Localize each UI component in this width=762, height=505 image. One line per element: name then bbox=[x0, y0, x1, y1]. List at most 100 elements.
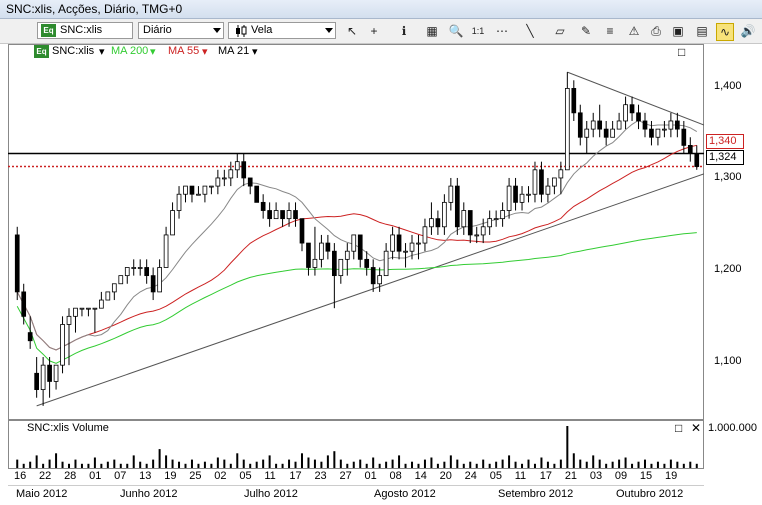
layout-icon[interactable]: ▣ bbox=[672, 24, 684, 38]
volume-bar bbox=[378, 463, 381, 468]
ma55-line bbox=[16, 144, 697, 351]
volume-panel-label: SNC:xlis Volume bbox=[27, 422, 109, 434]
cursor-arrow-icon[interactable]: ↖ bbox=[346, 24, 358, 38]
volume-bar bbox=[171, 459, 174, 468]
maximize-panel-icon[interactable]: □ bbox=[675, 421, 683, 435]
legend-symbol[interactable]: SNC:xlis bbox=[52, 45, 95, 57]
chevron-down-icon bbox=[325, 28, 333, 33]
candle-body bbox=[150, 275, 156, 293]
legend-ma200[interactable]: MA 200 bbox=[111, 45, 149, 57]
day-tick: 22 bbox=[39, 470, 52, 482]
day-tick: 17 bbox=[289, 470, 302, 482]
audio-icon[interactable]: 🔊 bbox=[740, 24, 756, 38]
tools-dropdown-icon[interactable]: ▦ bbox=[426, 24, 438, 38]
candle-body bbox=[137, 267, 143, 269]
chart-style-select[interactable]: Vela bbox=[228, 22, 336, 39]
eraser-icon[interactable]: ▱ bbox=[555, 24, 565, 38]
legend-ma55[interactable]: MA 55 bbox=[168, 45, 200, 57]
volume-bar bbox=[197, 463, 200, 468]
trendline-icon[interactable]: ╲ bbox=[526, 24, 534, 38]
volume-bar bbox=[579, 459, 582, 468]
candle-body bbox=[351, 234, 357, 252]
volume-bar bbox=[307, 457, 310, 468]
volume-bar bbox=[656, 461, 659, 468]
volume-bar bbox=[436, 463, 439, 468]
volume-bar bbox=[35, 455, 38, 468]
volume-bar bbox=[346, 463, 349, 468]
candle-body bbox=[519, 193, 525, 203]
volume-bar bbox=[61, 461, 64, 468]
candle-body bbox=[422, 226, 428, 244]
day-tick: 27 bbox=[339, 470, 352, 482]
last-price-tag: 1,324 bbox=[706, 150, 744, 165]
period-select[interactable]: Diário bbox=[138, 22, 224, 39]
candle-body bbox=[681, 128, 687, 146]
volume-bar bbox=[275, 463, 278, 468]
candle-body bbox=[416, 242, 421, 245]
grid-icon[interactable]: ▤ bbox=[696, 24, 708, 38]
volume-bar bbox=[165, 455, 168, 468]
price-tick: 1,300 bbox=[714, 171, 742, 183]
volume-bar bbox=[423, 459, 426, 468]
text-tool-icon[interactable]: ✎ bbox=[580, 24, 592, 38]
volume-panel[interactable]: SNC:xlis Volume □ ✕ bbox=[8, 420, 704, 469]
volume-bar bbox=[417, 463, 420, 468]
zoom-icon[interactable]: 🔍 bbox=[448, 24, 464, 38]
volume-bar bbox=[333, 451, 336, 468]
legend-dropdown-icon[interactable]: ▾ bbox=[202, 46, 208, 58]
candle-body bbox=[429, 218, 434, 228]
volume-bar bbox=[22, 463, 25, 468]
volume-bar bbox=[618, 459, 621, 468]
candle-body bbox=[448, 185, 454, 203]
candle-body bbox=[584, 128, 590, 138]
volume-bar bbox=[139, 461, 142, 468]
candle-body bbox=[273, 210, 279, 220]
ma200-line bbox=[16, 232, 697, 364]
day-tick: 19 bbox=[664, 470, 678, 482]
candle-body bbox=[299, 218, 305, 244]
month-tick: Julho 2012 bbox=[244, 488, 298, 500]
legend-ma21[interactable]: MA 21 bbox=[218, 45, 250, 57]
candle-body bbox=[545, 185, 551, 195]
day-tick: 20 bbox=[439, 470, 452, 482]
volume-bar bbox=[365, 463, 368, 468]
day-tick: 01 bbox=[89, 470, 102, 482]
volume-bar bbox=[249, 463, 252, 468]
candle-body bbox=[474, 234, 480, 237]
volume-bar bbox=[443, 461, 446, 468]
chart-toolbar: Eq SNC:xlis Diário Vela ↖ + ℹ ▦ 🔍 1:1 ⋯ … bbox=[0, 19, 762, 44]
candle-body bbox=[92, 307, 98, 310]
alert-icon[interactable]: ⚠ bbox=[628, 24, 640, 38]
legend-dropdown-icon[interactable]: ▾ bbox=[252, 46, 258, 58]
day-tick: 05 bbox=[489, 470, 502, 482]
legend-dropdown-icon[interactable]: ▾ bbox=[99, 46, 105, 58]
draw-tools-icon[interactable]: ⋯ bbox=[496, 24, 508, 38]
candle-body bbox=[111, 283, 117, 293]
symbol-input[interactable]: Eq SNC:xlis bbox=[37, 22, 133, 39]
candle-body bbox=[370, 267, 376, 285]
indicator-toggle-icon[interactable]: ∿ bbox=[716, 23, 734, 41]
maximize-panel-icon[interactable]: □ bbox=[678, 45, 686, 59]
day-tick: 13 bbox=[139, 470, 152, 482]
candle-body bbox=[267, 210, 272, 220]
day-tick: 16 bbox=[14, 470, 27, 482]
month-tick: Agosto 2012 bbox=[374, 488, 436, 500]
candle-body bbox=[183, 185, 188, 195]
volume-bar bbox=[449, 455, 452, 468]
crosshair-icon[interactable]: + bbox=[370, 24, 378, 38]
price-chart-panel[interactable] bbox=[8, 44, 704, 420]
data-window-icon[interactable]: ℹ bbox=[401, 24, 407, 38]
month-ticks: Maio 2012 Junho 2012 Julho 2012 Agosto 2012… bbox=[8, 486, 704, 502]
volume-bar bbox=[689, 461, 692, 468]
legend-dropdown-icon[interactable]: ▾ bbox=[150, 46, 156, 58]
zoom-reset-button[interactable]: 1:1 bbox=[471, 26, 485, 36]
candle-body bbox=[176, 193, 182, 211]
volume-bar bbox=[482, 459, 485, 468]
fibonacci-icon[interactable]: ≡ bbox=[606, 24, 614, 38]
volume-bar bbox=[669, 459, 672, 468]
close-panel-icon[interactable]: ✕ bbox=[691, 421, 702, 435]
candle-body bbox=[377, 275, 382, 285]
candle-body bbox=[487, 218, 493, 228]
volume-bar bbox=[203, 461, 206, 468]
print-icon[interactable]: ⎙ bbox=[651, 24, 661, 38]
